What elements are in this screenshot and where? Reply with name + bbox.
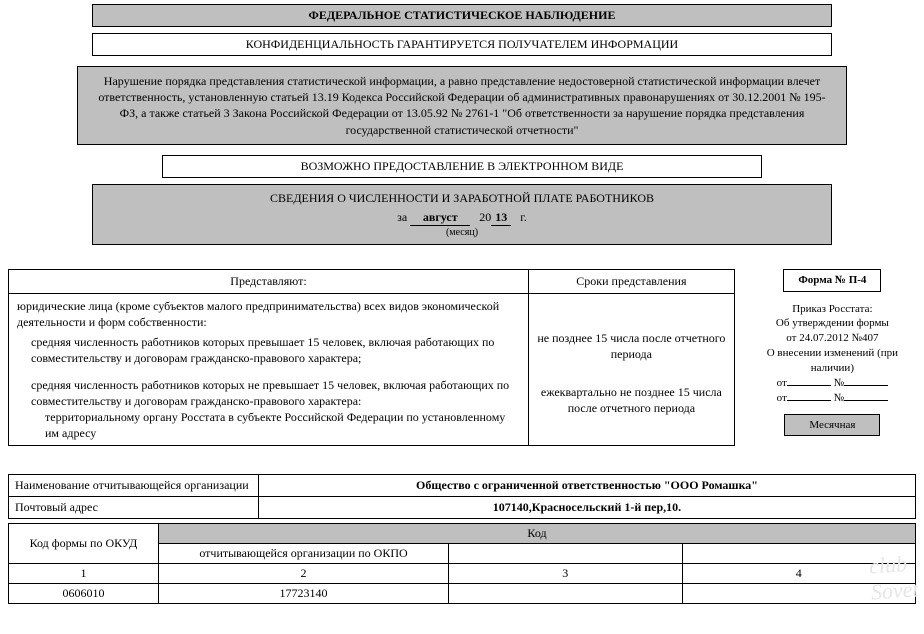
rep-row2-left-sub: территориальному органу Росстата в субъе… (45, 409, 520, 441)
codes-h1: Код формы по ОКУД (9, 524, 159, 564)
rep-row2-left: средняя численность работников которых н… (31, 377, 520, 409)
period-year: 13 (491, 210, 511, 226)
warning-box: Нарушение порядка представления статисти… (77, 66, 847, 145)
codes-v1: 0606010 (9, 584, 159, 604)
codes-n3: 3 (449, 564, 683, 584)
title-box: ФЕДЕРАЛЬНОЕ СТАТИСТИЧЕСКОЕ НАБЛЮДЕНИЕ (92, 4, 832, 27)
rep-right-cell: не позднее 15 числа после отчетного пери… (529, 293, 735, 446)
confidentiality-text: КОНФИДЕНЦИАЛЬНОСТЬ ГАРАНТИРУЕТСЯ ПОЛУЧАТ… (246, 37, 678, 51)
org-name-value: Общество с ограниченной ответственностью… (259, 475, 916, 497)
side-line2: от № (749, 391, 916, 406)
representation-table: Представляют: Сроки представления юридич… (8, 269, 735, 447)
period-line: за август 2013 г. (99, 210, 825, 226)
codes-n4: 4 (682, 564, 916, 584)
org-addr-label: Почтовый адрес (9, 497, 259, 519)
form-title-box: СВЕДЕНИЯ О ЧИСЛЕННОСТИ И ЗАРАБОТНОЙ ПЛАТ… (92, 184, 832, 245)
form-title-text: СВЕДЕНИЯ О ЧИСЛЕННОСТИ И ЗАРАБОТНОЙ ПЛАТ… (99, 191, 825, 206)
side-l4: О внесении изменений (при наличии) (749, 346, 916, 376)
codes-v2: 17723140 (159, 584, 449, 604)
rep-col2: Сроки представления (529, 269, 735, 293)
codes-h2: отчитывающейся организации по ОКПО (159, 544, 449, 564)
electronic-text: ВОЗМОЖНО ПРЕДОСТАВЛЕНИЕ В ЭЛЕКТРОННОМ ВИ… (301, 159, 624, 173)
period-prefix: за (397, 210, 407, 224)
codes-v3 (449, 584, 683, 604)
codes-h4 (682, 544, 916, 564)
title-text: ФЕДЕРАЛЬНОЕ СТАТИСТИЧЕСКОЕ НАБЛЮДЕНИЕ (309, 8, 616, 22)
codes-v4 (682, 584, 916, 604)
month-label: (месяц) (99, 227, 825, 238)
side-l3: от 24.07.2012 №407 (749, 331, 916, 346)
codes-n2: 2 (159, 564, 449, 584)
periodicity-box: Месячная (784, 414, 880, 437)
codes-h2-top: Код (159, 524, 916, 544)
form-number-box: Форма № П-4 (783, 269, 881, 292)
codes-n1: 1 (9, 564, 159, 584)
org-addr-value: 107140,Красносельский 1-й пер,10. (259, 497, 916, 519)
rep-row2-right: ежеквартально не позднее 15 числа после … (537, 384, 726, 416)
rep-row1-right: не позднее 15 числа после отчетного пери… (537, 330, 726, 362)
org-name-label: Наименование отчитывающейся организации (9, 475, 259, 497)
rep-row1-left: средняя численность работников которых п… (31, 334, 520, 366)
rep-left-cell: юридические лица (кроме субъектов малого… (9, 293, 529, 446)
warning-text: Нарушение порядка представления статисти… (98, 74, 825, 137)
codes-h3 (449, 544, 683, 564)
rep-intro: юридические лица (кроме субъектов малого… (17, 298, 520, 330)
electronic-box: ВОЗМОЖНО ПРЕДОСТАВЛЕНИЕ В ЭЛЕКТРОННОМ ВИ… (162, 155, 762, 178)
org-table: Наименование отчитывающейся организации … (8, 474, 916, 519)
period-month: август (410, 210, 470, 226)
rep-col1: Представляют: (9, 269, 529, 293)
year-suffix: г. (520, 210, 527, 224)
codes-table: Код формы по ОКУД Код отчитывающейся орг… (8, 523, 916, 604)
side-l1: Приказ Росстата: (749, 302, 916, 317)
side-panel: Форма № П-4 Приказ Росстата: Об утвержде… (749, 269, 916, 437)
side-line1: от № (749, 376, 916, 391)
year-prefix: 20 (479, 210, 491, 224)
side-l2: Об утверждении формы (749, 316, 916, 331)
confidentiality-box: КОНФИДЕНЦИАЛЬНОСТЬ ГАРАНТИРУЕТСЯ ПОЛУЧАТ… (92, 33, 832, 56)
